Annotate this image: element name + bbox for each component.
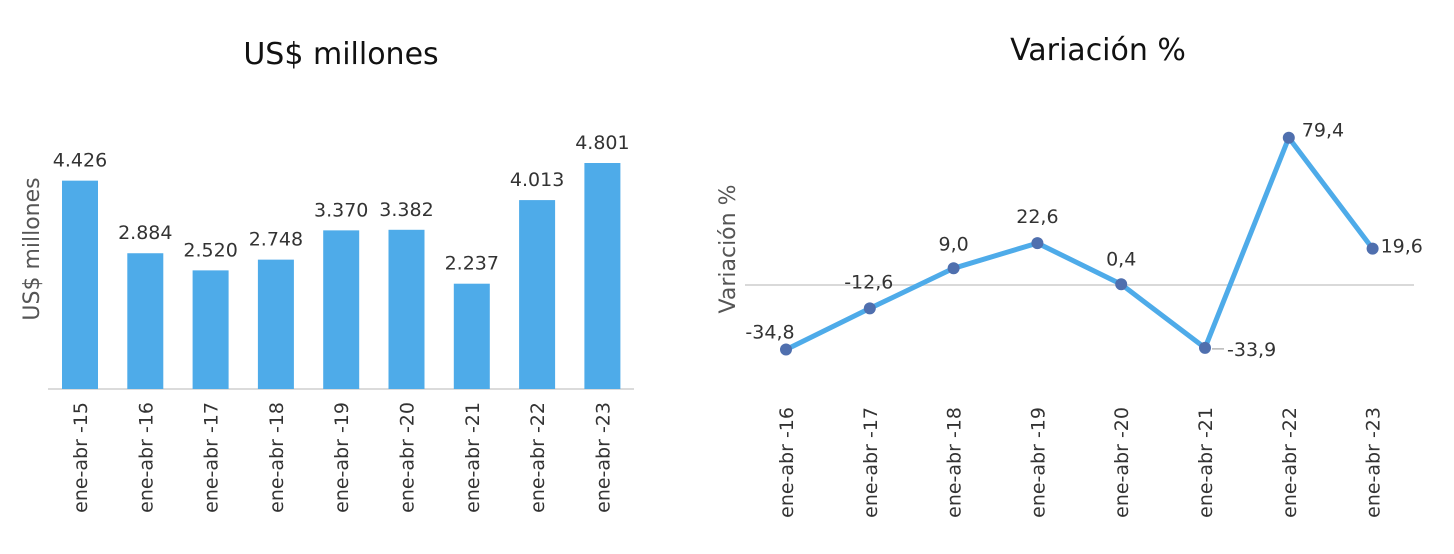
line-point-7 (1366, 242, 1379, 255)
bar-5 (388, 229, 425, 389)
line-point-2 (947, 262, 960, 275)
bar-x-tick-label-3: ene-abr -18 (266, 402, 288, 513)
bar-value-label-5: 3.382 (379, 199, 433, 221)
bar-x-tick-label-1: ene-abr -16 (135, 402, 157, 513)
line-chart-series-line (783, 135, 1376, 353)
line-value-label-7: 19,6 (1381, 236, 1423, 258)
line-value-label-4: 0,4 (1106, 248, 1136, 270)
bar-value-label-0: 4.426 (53, 150, 107, 172)
bar-8 (584, 163, 621, 389)
line-value-label-0: -34,8 (745, 322, 794, 344)
line-x-tick-label-3: ene-abr -19 (1027, 407, 1049, 518)
line-point-4 (1115, 278, 1128, 291)
line-value-label-2: 9,0 (938, 233, 968, 255)
bar-1 (127, 253, 164, 389)
line-x-tick-label-1: ene-abr -17 (860, 407, 882, 518)
line-x-tick-label-6: ene-abr -22 (1279, 407, 1301, 518)
line-x-tick-label-0: ene-abr -16 (776, 407, 798, 518)
line-x-tick-label-2: ene-abr -18 (944, 407, 966, 518)
bar-x-tick-label-8: ene-abr -23 (592, 402, 614, 513)
bar-7 (519, 200, 556, 389)
line-point-6 (1282, 131, 1295, 144)
bar-6 (453, 283, 490, 389)
bar-x-tick-label-5: ene-abr -20 (397, 402, 419, 513)
line-chart-data-labels: -34,8 -12,6 9,0 22,6 0,4 -33,9 79,4 19,6 (745, 120, 1422, 361)
bar-x-tick-label-4: ene-abr -19 (331, 402, 353, 513)
bar-value-label-6: 2.237 (445, 253, 499, 275)
line-point-5 (1199, 341, 1211, 354)
line-chart: Variación % Variación % -34,8 -12,6 9,0 22,… (716, 33, 1423, 518)
bar-x-tick-label-7: ene-abr -22 (527, 402, 549, 513)
bar-value-label-3: 2.748 (249, 229, 303, 251)
bar-3 (257, 259, 294, 389)
bar-chart: US$ millones US$ millones 4.426 2.884 2.52… (20, 37, 634, 513)
bar-chart-y-axis-title: US$ millones (20, 177, 45, 320)
bar-chart-data-labels: 4.426 2.884 2.520 2.748 3.370 3.382 2.237 4.013… (53, 132, 630, 275)
line-value-label-1: -12,6 (844, 271, 893, 293)
bar-4 (323, 230, 360, 389)
line-point-3 (1031, 237, 1044, 250)
line-point-1 (863, 302, 876, 315)
bar-value-label-7: 4.013 (510, 169, 564, 191)
line-x-tick-label-4: ene-abr -20 (1111, 407, 1133, 518)
bar-value-label-1: 2.884 (118, 222, 172, 244)
line-value-label-5: -33,9 (1227, 339, 1276, 361)
bar-chart-bars (62, 163, 621, 389)
line-point-0 (780, 343, 792, 356)
line-x-tick-label-5: ene-abr -21 (1195, 407, 1217, 518)
bar-chart-title: US$ millones (243, 37, 438, 72)
line-value-label-6: 79,4 (1302, 120, 1344, 142)
line-x-tick-label-7: ene-abr -23 (1363, 407, 1385, 518)
bar-0 (62, 180, 98, 389)
bar-value-label-8: 4.801 (575, 132, 629, 154)
bar-value-label-4: 3.370 (314, 199, 368, 221)
bar-chart-x-ticks: ene-abr -15 ene-abr -16 ene-abr -17 ene-abr… (70, 402, 614, 513)
bar-x-tick-label-6: ene-abr -21 (462, 402, 484, 513)
line-value-label-3: 22,6 (1016, 206, 1058, 228)
bar-x-tick-label-0: ene-abr -15 (70, 402, 92, 513)
line-chart-y-axis-title: Variación % (716, 185, 741, 314)
bar-x-tick-label-2: ene-abr -17 (201, 402, 223, 513)
line-chart-title: Variación % (1010, 33, 1186, 68)
line-chart-points (780, 131, 1379, 356)
bar-2 (192, 270, 229, 389)
line-chart-x-ticks: ene-abr -16 ene-abr -17 ene-abr -18 ene-abr… (776, 407, 1385, 518)
bar-value-label-2: 2.520 (183, 239, 237, 261)
